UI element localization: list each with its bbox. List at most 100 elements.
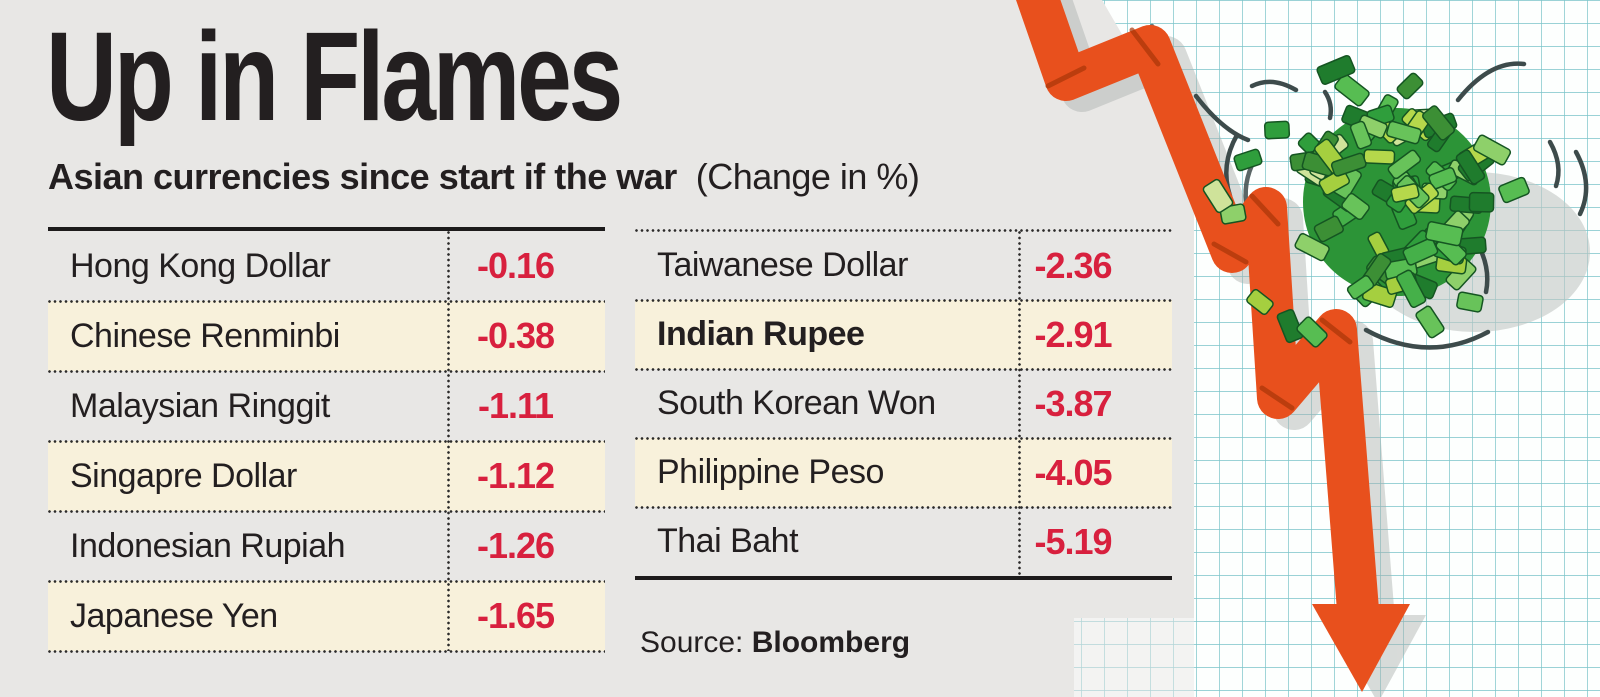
- banknote-icon: [1435, 234, 1467, 266]
- banknote-icon: [1361, 281, 1398, 309]
- right-currency-table: Taiwanese Dollar -2.36 Indian Rupee -2.91 So…: [635, 229, 1172, 576]
- banknote-icon: [1396, 175, 1424, 206]
- banknote-icon: [1322, 181, 1358, 213]
- banknote-icon: [1332, 165, 1362, 200]
- banknote-icon: [1456, 236, 1487, 256]
- banknote-icon: [1455, 149, 1486, 185]
- banknote-icon: [1373, 94, 1399, 125]
- banknote-icon: [1371, 179, 1407, 209]
- banknote-icon: [1440, 210, 1470, 241]
- banknote-icon: [1444, 206, 1475, 243]
- banknote-icon: [1447, 159, 1482, 186]
- motion-lines-icon: [1149, 23, 1589, 350]
- subtitle-bold-text: Asian currencies since start if the war: [48, 156, 677, 197]
- banknote-icon: [1349, 120, 1373, 150]
- currency-change-value: -1.26: [476, 525, 555, 566]
- banknote-icon: [1369, 112, 1401, 144]
- banknote-icon: [1246, 288, 1274, 316]
- subtitle-unit-note: (Change in %): [695, 156, 920, 197]
- banknote-icon: [1233, 148, 1263, 172]
- banknote-icon: [1412, 227, 1443, 262]
- banknote-icon: [1366, 104, 1395, 128]
- banknote-icon: [1396, 72, 1424, 100]
- table-row: Japanese Yen -1.65: [48, 581, 605, 653]
- currency-name: Malaysian Ringgit: [70, 386, 330, 425]
- banknote-icon: [1383, 257, 1418, 281]
- banknote-icon: [1313, 215, 1344, 243]
- banknote-icon: [1420, 182, 1449, 200]
- banknote-icon: [1403, 110, 1432, 141]
- banknote-icon: [1422, 105, 1456, 141]
- banknote-icon: [1295, 157, 1329, 187]
- currency-change-value: -2.36: [1034, 244, 1112, 286]
- table-row: Thai Baht -5.19: [635, 507, 1172, 576]
- subtitle-note-text: [686, 156, 696, 197]
- currency-name: Japanese Yen: [70, 596, 278, 635]
- currency-name: Hong Kong Dollar: [70, 246, 331, 285]
- table-row: Indonesian Rupiah -1.26: [48, 511, 605, 583]
- banknote-icon: [1341, 104, 1376, 133]
- banknote-icon: [1428, 166, 1458, 190]
- banknote-icon: [1346, 275, 1375, 300]
- banknote-icon: [1289, 149, 1327, 172]
- banknote-icon: [1276, 308, 1304, 344]
- banknote-icon: [1409, 108, 1438, 128]
- banknote-icon: [1294, 232, 1330, 262]
- banknote-icon: [1366, 255, 1399, 286]
- banknote-icon: [1456, 291, 1484, 313]
- banknote-icon: [1334, 73, 1370, 107]
- banknote-icon: [1362, 253, 1392, 287]
- right-table-rows: Taiwanese Dollar -2.36 Indian Rupee -2.91 So…: [635, 229, 1172, 576]
- banknote-icon: [1314, 138, 1347, 175]
- banknote-icon: [1309, 150, 1336, 181]
- banknote-icon: [1385, 182, 1414, 213]
- table-row: Philippine Peso -4.05: [635, 438, 1172, 509]
- banknote-icon: [1396, 175, 1430, 209]
- currency-change-value: -4.05: [1034, 451, 1112, 493]
- currency-change-value: -3.87: [1034, 382, 1112, 424]
- left-currency-table: Hong Kong Dollar -0.16 Chinese Renminbi -0.…: [48, 231, 605, 653]
- banknote-icon: [1400, 270, 1438, 300]
- banknote-icon: [1388, 121, 1419, 147]
- banknote-icon: [1316, 54, 1356, 85]
- banknote-icon: [1391, 200, 1418, 230]
- currency-name: Indian Rupee: [657, 315, 865, 353]
- currency-name: Singapre Dollar: [70, 456, 297, 495]
- banknote-icon: [1341, 192, 1370, 221]
- graph-paper-faded-patch: [1074, 618, 1196, 697]
- banknote-icon: [1432, 239, 1467, 265]
- table-row: Singapre Dollar -1.12: [48, 441, 605, 513]
- banknote-icon: [1390, 183, 1420, 203]
- banknote-icon: [1430, 161, 1461, 187]
- banknote-icon: [1457, 147, 1495, 182]
- currency-name: South Korean Won: [657, 384, 936, 422]
- subtitle: Asian currencies since start if the war …: [48, 156, 920, 198]
- banknote-icon: [1425, 221, 1464, 247]
- left-table-rows: Hong Kong Dollar -0.16 Chinese Renminbi -0.…: [48, 231, 605, 653]
- banknote-icon: [1403, 193, 1441, 214]
- currency-change-value: -1.65: [476, 595, 555, 636]
- banknote-icon: [1358, 111, 1388, 142]
- banknote-icon: [1425, 160, 1458, 192]
- table-row: Chinese Renminbi -0.38: [48, 301, 605, 373]
- source-note: Source: Bloomberg: [640, 626, 910, 660]
- currency-name: Philippine Peso: [657, 453, 884, 491]
- source-label: Source:: [640, 626, 744, 659]
- banknote-icon: [1436, 230, 1466, 267]
- banknote-icon: [1472, 134, 1512, 166]
- banknote-icon: [1401, 108, 1436, 142]
- left-table-top-rule: [48, 227, 605, 231]
- banknote-icon: [1318, 168, 1351, 196]
- banknote-icon: [1332, 196, 1367, 227]
- banknote-icon: [1301, 151, 1336, 177]
- banknote-icon: [1421, 112, 1458, 139]
- currency-change-value: -0.38: [476, 315, 555, 356]
- banknote-icon: [1445, 258, 1477, 291]
- right-table-bottom-rule: [635, 576, 1172, 580]
- banknote-icon: [1353, 276, 1385, 308]
- currency-change-value: -5.19: [1034, 520, 1112, 562]
- table-row: Taiwanese Dollar -2.36: [635, 229, 1172, 302]
- currency-name: Thai Baht: [657, 522, 799, 560]
- table-row: Malaysian Ringgit -1.11: [48, 371, 605, 443]
- banknote-icon: [1297, 132, 1334, 168]
